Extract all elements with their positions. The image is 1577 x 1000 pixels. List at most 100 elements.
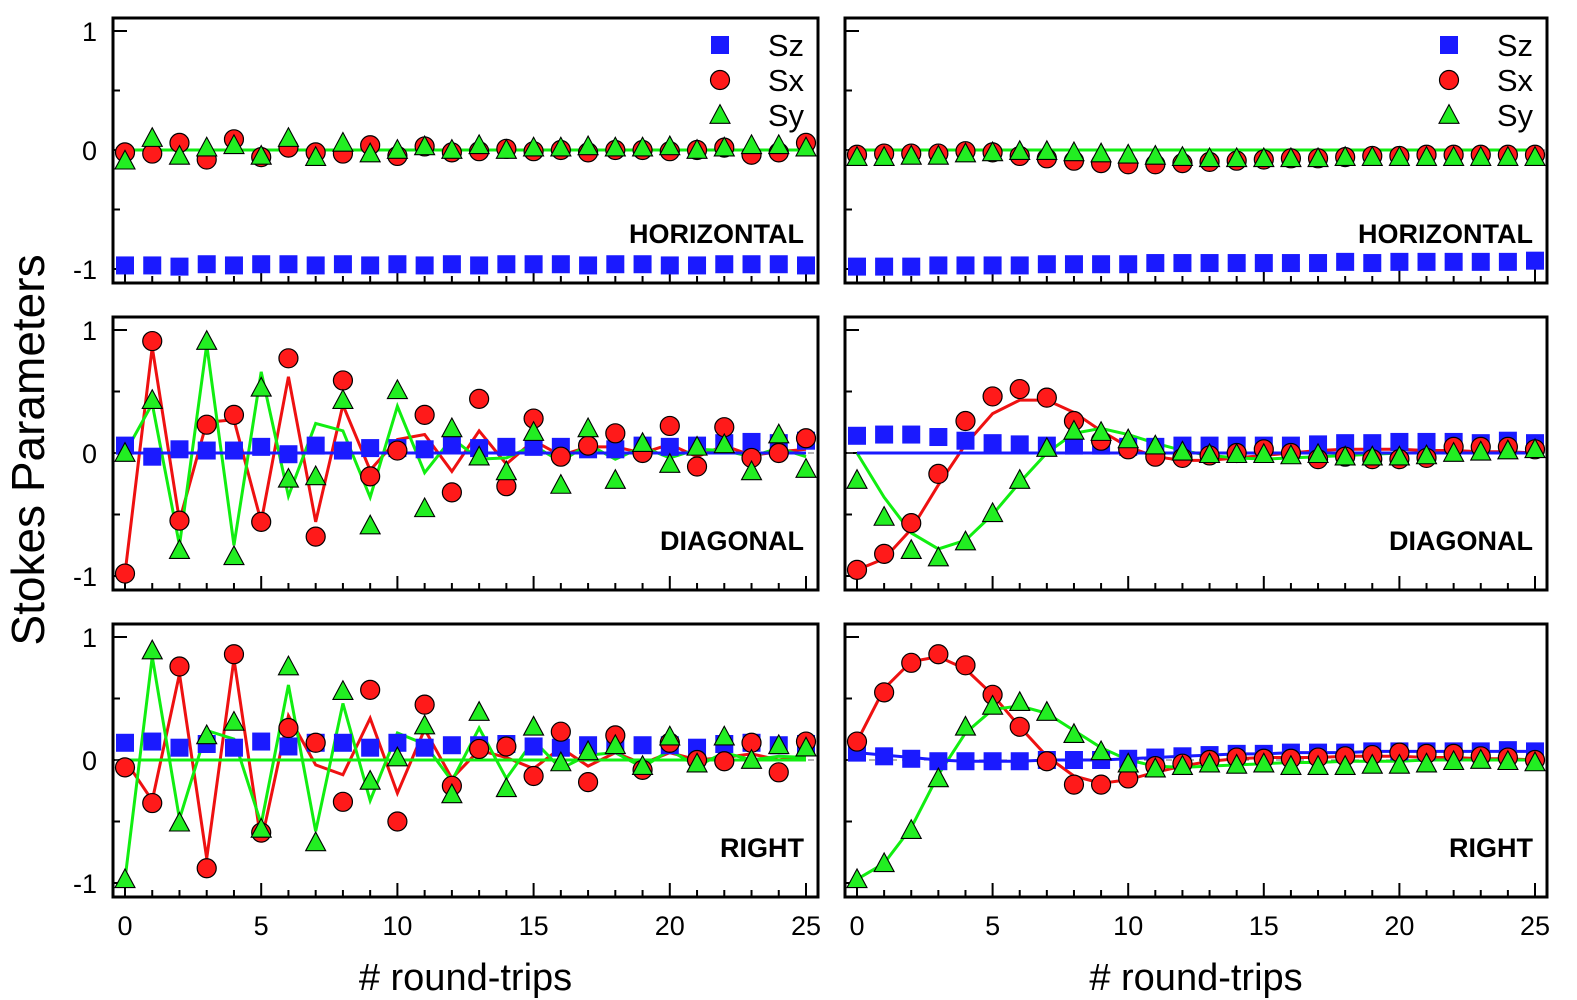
- sy-point: [1524, 750, 1546, 772]
- sy-point: [713, 136, 736, 157]
- sz-point: [143, 447, 162, 466]
- sy-point: [413, 496, 436, 518]
- sy-point: [522, 715, 545, 736]
- sy-point: [604, 733, 627, 755]
- state-label: HORIZONTAL: [1358, 219, 1533, 249]
- sy-point: [223, 710, 245, 731]
- sz-point: [388, 255, 407, 274]
- sz-point: [388, 733, 407, 752]
- sy-point: [658, 452, 681, 473]
- sx-point: [142, 792, 163, 814]
- sy-point: [658, 725, 681, 746]
- sy-point: [1144, 434, 1167, 455]
- sy-point: [413, 714, 436, 735]
- sy-point: [658, 134, 681, 156]
- sx-point: [795, 428, 817, 449]
- sy-point: [1171, 145, 1194, 166]
- sx-point: [874, 543, 895, 564]
- sx-point: [169, 656, 190, 677]
- sz-point: [224, 256, 243, 275]
- sy-point: [223, 133, 245, 155]
- x-tick-label: 20: [655, 911, 685, 941]
- sy-point: [1334, 145, 1357, 166]
- sz-point: [252, 732, 271, 751]
- sy-point: [1225, 146, 1248, 168]
- panel-right-middle: DIAGONAL: [843, 315, 1549, 592]
- x-tick-label: 15: [1249, 911, 1279, 941]
- sz-point: [1390, 252, 1409, 271]
- sx-point: [251, 511, 272, 532]
- sy-point: [846, 145, 868, 166]
- sy-point: [1090, 142, 1112, 163]
- sy-point: [304, 830, 327, 852]
- sy-point: [440, 416, 463, 438]
- sy-point: [795, 457, 817, 478]
- x-tick-label: 15: [519, 911, 549, 941]
- sz-point: [1309, 254, 1328, 273]
- panel-left-middle: 1 0 -1 DIAGONAL: [73, 315, 820, 592]
- sx-point: [114, 563, 136, 584]
- sy-point: [873, 505, 896, 526]
- sz-point: [361, 256, 380, 275]
- sz-point: [524, 437, 543, 456]
- sy-point: [468, 445, 491, 466]
- sz-point: [983, 256, 1002, 275]
- legend-marker-sz: [1440, 36, 1458, 54]
- sy-point: [873, 145, 896, 166]
- sz-point: [1336, 252, 1355, 271]
- sz-point: [956, 256, 975, 275]
- sy-point: [522, 136, 545, 157]
- sy-point: [954, 715, 977, 736]
- sy-point: [1035, 139, 1058, 161]
- sz-point: [333, 441, 352, 460]
- sx-point: [387, 811, 408, 832]
- legend-label-sy: Sy: [768, 98, 805, 133]
- sx-point: [550, 721, 571, 742]
- x-tick-label: 25: [1520, 911, 1550, 941]
- sx-point: [659, 415, 680, 437]
- sz-point: [983, 752, 1002, 771]
- sy-point: [386, 378, 409, 400]
- sz-point: [848, 257, 866, 276]
- sy-point: [332, 679, 354, 700]
- sx-point: [196, 858, 217, 879]
- sy-point: [846, 867, 868, 889]
- sx-point: [223, 404, 245, 425]
- sy-point: [195, 136, 218, 157]
- sy-point: [1307, 146, 1329, 168]
- sy-point: [981, 140, 1004, 162]
- sx-point: [577, 772, 599, 793]
- sz-point: [306, 436, 325, 455]
- sy-point: [1280, 146, 1302, 168]
- sx-point: [1090, 774, 1112, 795]
- sz-point: [1010, 752, 1029, 771]
- sy-point: [277, 126, 300, 147]
- sz-point: [143, 256, 162, 275]
- sx-point: [142, 330, 163, 352]
- sy-point: [1063, 722, 1085, 744]
- sy-point: [413, 134, 436, 156]
- sz-point: [1037, 255, 1056, 274]
- sz-point: [361, 439, 380, 458]
- sy-point: [1035, 436, 1058, 457]
- sx-point: [469, 738, 490, 760]
- sy-point: [250, 144, 273, 165]
- sz-point: [252, 437, 271, 456]
- sy-point: [168, 144, 191, 165]
- sx-point: [223, 644, 245, 665]
- sy-point: [549, 750, 572, 772]
- legend-label-sx: Sx: [1497, 63, 1534, 98]
- sz-point: [1064, 751, 1083, 769]
- sz-point: [633, 736, 652, 755]
- sy-point: [1225, 753, 1248, 774]
- sz-point: [875, 257, 894, 276]
- sy-point: [631, 431, 654, 452]
- sy-point: [1469, 748, 1492, 769]
- sx-point: [901, 652, 922, 673]
- sy-point: [1280, 754, 1302, 775]
- legend-label-sy: Sy: [1497, 98, 1534, 133]
- sy-point: [250, 817, 273, 838]
- sy-point: [1442, 145, 1465, 166]
- sz-point: [1254, 254, 1273, 273]
